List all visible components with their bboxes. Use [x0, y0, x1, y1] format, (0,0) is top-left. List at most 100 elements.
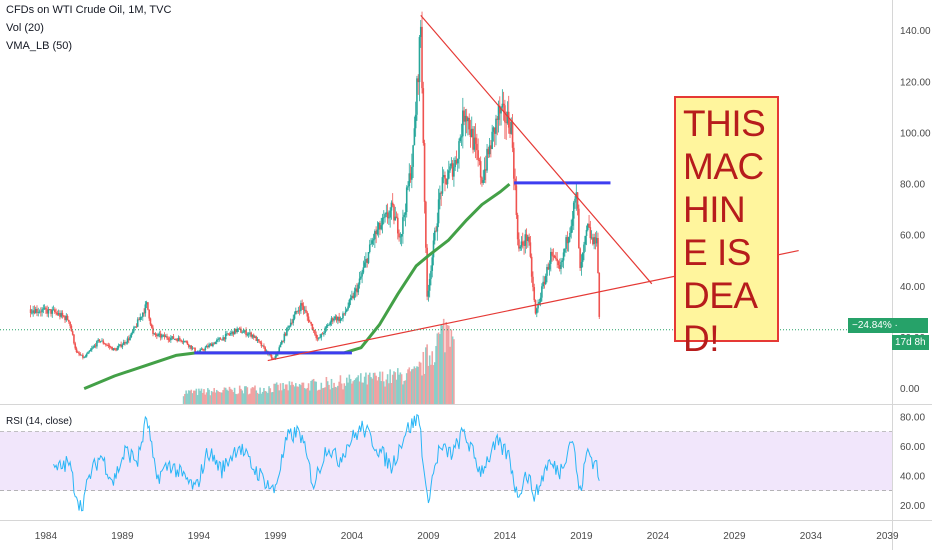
volume-bar	[343, 383, 346, 404]
candle-body	[303, 309, 306, 311]
candle-body	[40, 311, 42, 313]
candle-body	[535, 308, 538, 314]
volume-bar	[210, 391, 213, 404]
candle-body	[502, 103, 505, 106]
volume-bar	[441, 325, 444, 404]
volume-bar	[402, 384, 404, 404]
volume-bar	[423, 373, 426, 404]
candle-body	[315, 334, 318, 338]
candle-body	[592, 237, 594, 245]
candle-body	[224, 334, 227, 340]
candle-body	[200, 348, 203, 350]
callout-line: THIS	[683, 103, 766, 144]
candle-body	[97, 339, 99, 342]
candle-body	[201, 348, 204, 351]
candle-body	[348, 299, 351, 307]
volume-bar	[391, 374, 394, 404]
time-tick-label: 2029	[723, 531, 746, 542]
volume-bar	[250, 388, 252, 404]
candle-body	[127, 338, 130, 341]
candle-body	[250, 332, 252, 337]
trend-line	[420, 14, 653, 285]
candle-body	[252, 334, 255, 338]
volume-bar	[246, 387, 249, 404]
candle-body	[105, 344, 107, 346]
chart-title: CFDs on WTI Crude Oil, 1M, TVC	[6, 4, 172, 16]
candle-body	[560, 261, 562, 269]
volume-bar	[269, 388, 272, 404]
candle-body	[121, 344, 124, 347]
candle-body	[519, 246, 522, 249]
volume-bar	[293, 386, 296, 404]
candle-body	[483, 169, 486, 181]
volume-bar	[354, 378, 357, 404]
volume-bar	[453, 339, 455, 404]
candle-body	[425, 201, 427, 248]
time-tick-label: 2024	[647, 531, 670, 542]
candle-body	[493, 127, 496, 134]
volume-bar	[221, 392, 223, 404]
candle-body	[120, 344, 122, 347]
candle-body	[99, 341, 102, 343]
candle-body	[317, 337, 320, 339]
last-price-badge: −24.84% · 23.02	[848, 318, 928, 346]
candle-body	[507, 111, 510, 128]
volume-bar	[280, 390, 283, 404]
time-tick-label: 2034	[800, 531, 823, 542]
candle-body	[542, 281, 544, 287]
candle-body	[488, 145, 491, 155]
volume-bar	[320, 382, 323, 404]
candle-body	[78, 352, 80, 355]
volume-bar	[368, 372, 371, 404]
candle-body	[368, 244, 371, 253]
candle-body	[130, 333, 133, 337]
candle-body	[256, 339, 259, 341]
candle-body	[228, 334, 231, 336]
candle-body	[115, 349, 117, 351]
candle-body	[168, 339, 171, 341]
volume-bar	[439, 334, 441, 404]
candle-body	[492, 127, 495, 132]
candle-body	[203, 350, 205, 351]
volume-bar	[414, 368, 417, 404]
candle-body	[422, 88, 425, 144]
volume-bar	[186, 393, 189, 404]
volume-bar	[305, 389, 307, 404]
candle-body	[208, 344, 210, 348]
candle-body	[69, 321, 71, 326]
candle-body	[427, 290, 430, 297]
candle-body	[529, 242, 532, 257]
candle-body	[245, 330, 247, 336]
candle-body	[166, 336, 168, 339]
candle-body	[595, 238, 598, 244]
candle-body	[556, 258, 558, 262]
price-tick-label: 140.00	[900, 26, 931, 37]
candle-body	[60, 312, 63, 317]
volume-bar	[254, 385, 256, 404]
candle-body	[500, 107, 502, 114]
candle-body	[407, 186, 409, 188]
volume-bar	[261, 391, 264, 404]
volume-bar	[389, 369, 391, 404]
candle-body	[356, 288, 358, 293]
candle-body	[562, 252, 565, 261]
candle-body	[388, 217, 390, 219]
candle-body	[171, 336, 173, 338]
candle-body	[441, 177, 444, 194]
volume-bar	[193, 390, 195, 404]
candle-body	[135, 326, 138, 328]
candle-body	[393, 205, 395, 221]
volume-bar	[450, 329, 453, 404]
candle-body	[557, 261, 560, 266]
candle-body	[289, 322, 292, 327]
candle-body	[136, 319, 139, 327]
candle-body	[372, 239, 375, 241]
rsi-tick-label: 60.00	[900, 442, 925, 453]
candle-body	[42, 308, 45, 310]
time-tick-label: 1999	[264, 531, 287, 542]
candle-body	[430, 270, 432, 280]
candle-body	[43, 307, 46, 309]
candle-body	[138, 319, 140, 321]
candle-body	[481, 177, 483, 183]
candle-body	[52, 309, 55, 311]
